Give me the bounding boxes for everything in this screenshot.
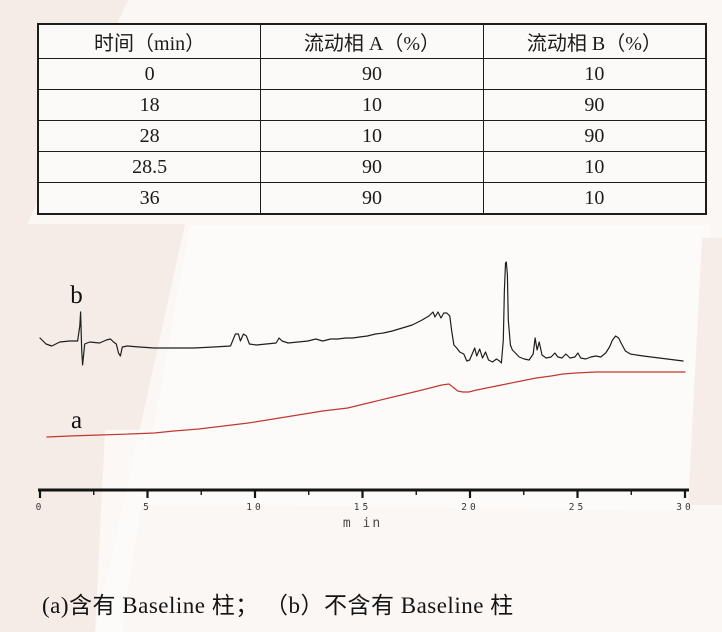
cell-phase-a: 10 — [260, 120, 484, 152]
table-row: 28 10 90 — [37, 120, 707, 152]
watermark-wedge-left — [0, 224, 185, 632]
chromatogram-figure: 0 5 10 15 20 25 30 m in b a — [0, 232, 722, 542]
x-axis-tick-label: 15 — [354, 502, 371, 513]
trace-a — [46, 371, 686, 438]
cell-time: 0 — [37, 58, 262, 90]
table-row: 18 10 90 — [37, 89, 707, 121]
cell-time: 28 — [37, 120, 262, 152]
header-mobile-phase-a: 流动相 A（%） — [260, 23, 484, 59]
cell-time: 36 — [37, 182, 262, 215]
cell-phase-b: 90 — [482, 89, 707, 121]
figure-caption: (a)含有 Baseline 柱； （b）不含有 Baseline 柱 — [42, 593, 514, 618]
x-axis-title: m in — [343, 516, 382, 531]
gradient-elution-table: 时间（min） 流动相 A（%） 流动相 B（%） 0 90 10 18 10 … — [37, 23, 707, 215]
cell-phase-a: 90 — [260, 58, 484, 90]
cell-phase-b: 10 — [482, 58, 707, 90]
cell-phase-b: 10 — [482, 182, 707, 215]
cell-phase-b: 10 — [482, 151, 707, 183]
x-axis-tick-label: 25 — [569, 502, 586, 513]
trace-label-b: b — [70, 282, 83, 309]
header-time-min: 时间（min） — [37, 23, 262, 59]
cell-phase-b: 90 — [482, 120, 707, 152]
chromatogram-svg: 0 5 10 15 20 25 30 m in b a — [36, 261, 693, 531]
header-mobile-phase-b: 流动相 B（%） — [482, 23, 707, 59]
x-axis-tick-label: 0 — [36, 502, 45, 513]
watermark-band-center — [140, 225, 710, 510]
cell-phase-a: 90 — [260, 182, 484, 215]
table-row: 36 90 10 — [37, 182, 707, 215]
table-header-row: 时间（min） 流动相 A（%） 流动相 B（%） — [37, 23, 707, 59]
x-axis-tick-label: 20 — [461, 502, 478, 513]
cell-time: 28.5 — [37, 151, 262, 183]
watermark-wedge-left-highlight — [95, 430, 152, 632]
cell-time: 18 — [37, 89, 262, 121]
table-head: 时间（min） 流动相 A（%） 流动相 B（%） — [37, 23, 707, 59]
table-row: 28.5 90 10 — [37, 151, 707, 183]
x-axis-tick-label: 30 — [676, 502, 693, 513]
x-axis-tick-label: 5 — [143, 502, 152, 513]
cell-phase-a: 90 — [260, 151, 484, 183]
table-body: 0 90 10 18 10 90 28 10 90 28.5 90 10 36 — [37, 58, 707, 215]
trace-label-a: a — [71, 407, 82, 434]
x-axis-tick-label: 10 — [246, 502, 263, 513]
cell-phase-a: 10 — [260, 89, 484, 121]
trace-b — [39, 261, 684, 366]
table-row: 0 90 10 — [37, 58, 707, 90]
watermark-sliver-right — [688, 238, 722, 505]
